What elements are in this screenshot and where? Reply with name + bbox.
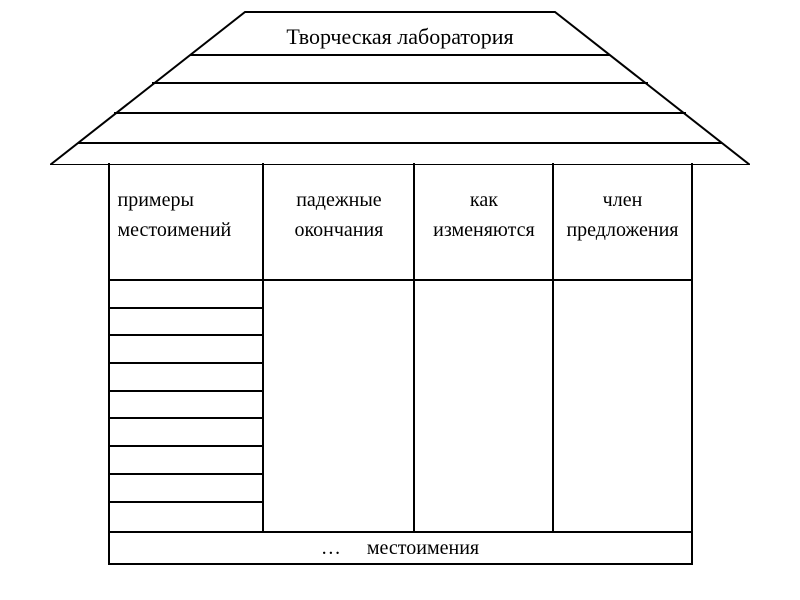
blank-slot: [110, 392, 263, 420]
column-header: как изменяются: [415, 163, 552, 281]
blank-slot: [110, 503, 263, 531]
column-col1: примеры местоимений: [110, 163, 265, 531]
blank-slot: [110, 475, 263, 503]
column-col2: падежные окончания: [264, 163, 415, 531]
roof-blank-line: [190, 54, 610, 56]
column-col4: член предложения: [554, 163, 690, 531]
blank-slot: [110, 364, 263, 392]
blank-slot: [110, 447, 263, 475]
blank-slot: [110, 281, 263, 309]
blank-slot: [110, 419, 263, 447]
blank-slot: [110, 336, 263, 364]
column-header: примеры местоимений: [110, 163, 263, 281]
footer-label: местоимения: [367, 537, 479, 560]
column-body: [110, 281, 263, 531]
house-diagram: Творческая лаборатория примеры местоимен…: [50, 10, 750, 565]
roof-blank-line: [152, 82, 648, 84]
table-columns: примеры местоименийпадежные окончаниякак…: [110, 163, 691, 533]
column-header: член предложения: [554, 163, 690, 281]
house-body: примеры местоименийпадежные окончаниякак…: [108, 163, 693, 565]
footer-ellipsis: …: [321, 537, 343, 560]
roof-blank-line: [114, 112, 686, 114]
column-col3: как изменяются: [415, 163, 554, 531]
footer-row: … местоимения: [110, 533, 691, 563]
column-body: [415, 281, 552, 531]
roof: Творческая лаборатория: [50, 10, 750, 165]
roof-title: Творческая лаборатория: [190, 24, 610, 50]
column-body: [264, 281, 413, 531]
roof-blank-line: [78, 142, 722, 144]
column-body: [554, 281, 690, 531]
blank-slot: [110, 309, 263, 337]
column-header: падежные окончания: [264, 163, 413, 281]
